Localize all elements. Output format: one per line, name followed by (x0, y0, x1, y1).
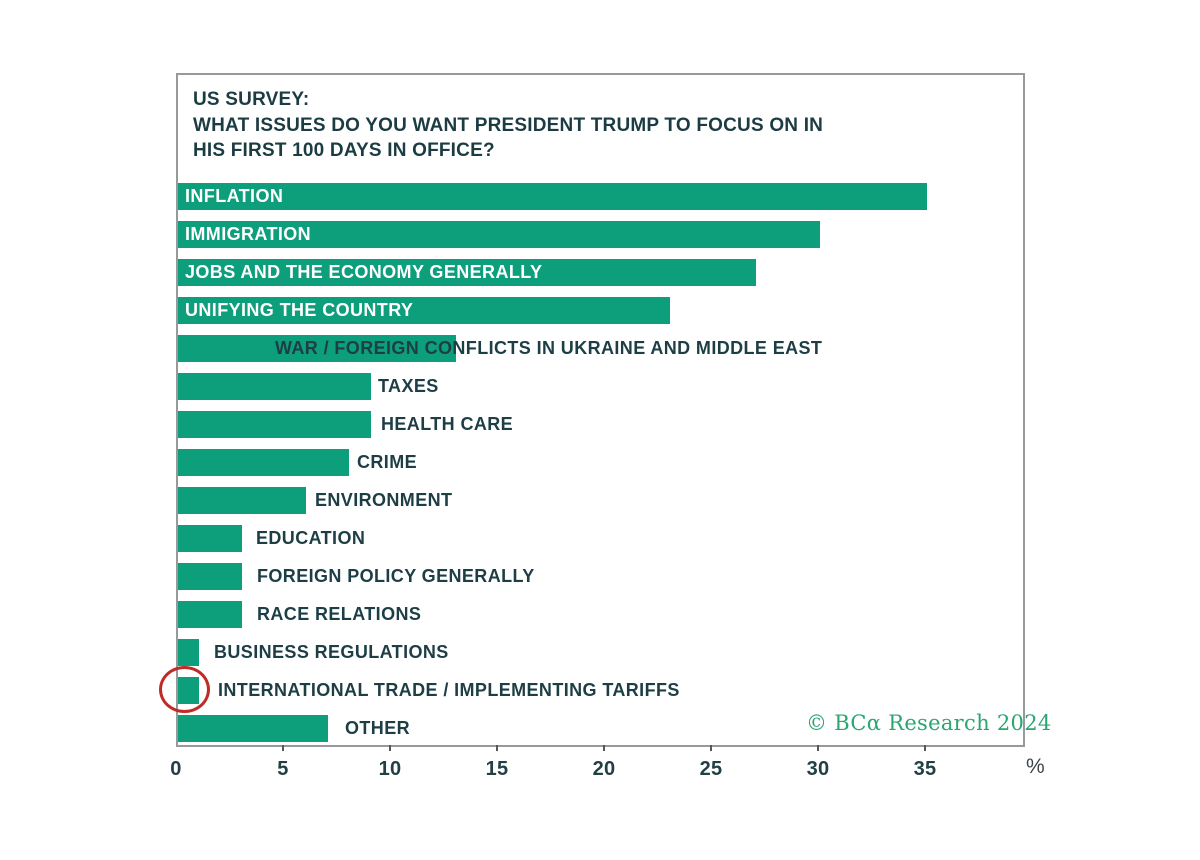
bar-label-environment: ENVIRONMENT (315, 490, 453, 510)
bar-label-education: EDUCATION (256, 528, 366, 548)
x-tick-label-25: 25 (699, 758, 723, 780)
bar-business-regulations (178, 639, 200, 666)
bar-label-international-trade-implementing-tariffs: INTERNATIONAL TRADE / IMPLEMENTING TARIF… (218, 680, 680, 700)
chart-title-line-2: WHAT ISSUES DO YOU WANT PRESIDENT TRUMP … (193, 114, 824, 136)
x-tick-mark-20 (603, 745, 605, 751)
chart-title: US SURVEY: WHAT ISSUES DO YOU WANT PRESI… (193, 87, 823, 164)
x-tick-mark-35 (924, 745, 926, 751)
bar-label-other: OTHER (345, 718, 410, 738)
x-tick-label-35: 35 (913, 758, 937, 780)
bar-label-immigration: IMMIGRATION (185, 224, 312, 244)
x-tick-label-0: 0 (170, 758, 182, 780)
bar-label-taxes: TAXES (378, 376, 439, 396)
bar-unifying-the-country (178, 297, 671, 324)
bar-label-inflation: INFLATION (185, 186, 284, 206)
x-tick-mark-15 (496, 745, 498, 751)
bar-label-business-regulations: BUSINESS REGULATIONS (214, 642, 449, 662)
bar-war-foreign-conflicts-in-ukraine-and-middle-east (178, 335, 457, 362)
bar-label-jobs-and-the-economy-generally: JOBS AND THE ECONOMY GENERALLY (185, 262, 543, 282)
bar-label-health-care: HEALTH CARE (381, 414, 514, 434)
bar-label-race-relations: RACE RELATIONS (257, 604, 422, 624)
bar-label-crime: CRIME (357, 452, 417, 472)
bar-label-unifying-the-country: UNIFYING THE COUNTRY (185, 300, 414, 320)
bar-environment (178, 487, 307, 514)
x-tick-mark-30 (817, 745, 819, 751)
bar-taxes (178, 373, 371, 400)
x-tick-label-30: 30 (806, 758, 830, 780)
bar-crime (178, 449, 350, 476)
bar-label-war-foreign-conflicts-in-ukraine-and-middle-east: WAR / FOREIGN CONFLICTS IN UKRAINE AND M… (275, 338, 823, 358)
chart-title-line-1: US SURVEY: (193, 89, 310, 110)
highlight-circle-annotation (159, 666, 210, 713)
bar-jobs-and-the-economy-generally (178, 259, 756, 286)
x-tick-label-15: 15 (485, 758, 509, 780)
x-tick-mark-5 (282, 745, 284, 751)
x-tick-label-5: 5 (277, 758, 289, 780)
bar-inflation (178, 183, 927, 210)
watermark: © BCα Research 2024 (806, 711, 1052, 735)
bar-race-relations (178, 601, 243, 628)
x-tick-mark-10 (389, 745, 391, 751)
chart-title-line-3: HIS FIRST 100 DAYS IN OFFICE? (193, 140, 495, 161)
x-tick-label-20: 20 (592, 758, 616, 780)
x-axis-unit-label: % (1026, 755, 1045, 778)
bar-foreign-policy-generally (178, 563, 243, 590)
bar-education (178, 525, 243, 552)
bar-label-foreign-policy-generally: FOREIGN POLICY GENERALLY (257, 566, 535, 586)
bar-immigration (178, 221, 820, 248)
bar-health-care (178, 411, 371, 438)
x-tick-mark-25 (710, 745, 712, 751)
x-tick-label-10: 10 (378, 758, 402, 780)
bar-other (178, 715, 328, 742)
